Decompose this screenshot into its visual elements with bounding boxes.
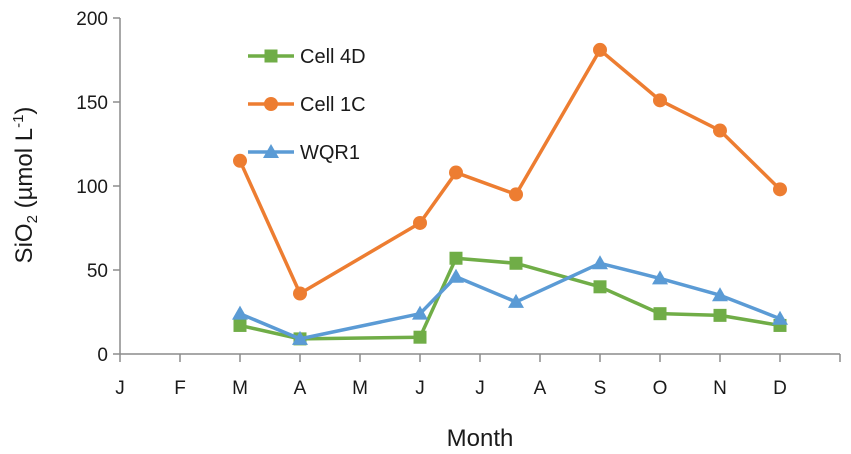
x-tick-label: A	[294, 378, 307, 399]
data-point	[772, 310, 788, 325]
x-tick-label: F	[174, 378, 186, 399]
data-point	[713, 308, 727, 322]
data-point	[293, 286, 307, 301]
data-point	[509, 256, 523, 270]
data-point	[592, 255, 608, 270]
legend-item: WQR1	[248, 142, 360, 164]
y-axis-ticks: 0 50 100 150 200	[76, 9, 120, 366]
data-point	[413, 330, 427, 344]
legend-swatch-marker	[264, 97, 278, 111]
x-tick-label: N	[713, 378, 727, 399]
y-axis-title-group: SiO2 (µmol L-1)	[10, 107, 41, 264]
data-point	[713, 123, 727, 138]
y-tick-label: 50	[87, 261, 108, 282]
legend-item: Cell 1C	[248, 94, 366, 116]
data-point	[509, 187, 523, 202]
y-tick-label: 200	[76, 9, 108, 30]
data-point	[232, 305, 248, 320]
data-point	[653, 307, 667, 321]
data-point	[652, 270, 668, 285]
x-tick-label: J	[115, 378, 125, 399]
y-axis-title-superscript: -1	[10, 115, 27, 128]
series-line	[239, 261, 781, 341]
series-wqr1	[232, 255, 788, 345]
y-axis-title: SiO2 (µmol L-1)	[10, 107, 41, 264]
data-point	[233, 318, 247, 332]
data-point	[233, 153, 247, 168]
data-point	[712, 287, 728, 302]
legend-label: WQR1	[300, 142, 360, 164]
legend: Cell 4D Cell 1C WQR1	[248, 46, 366, 164]
x-tick-label: M	[352, 378, 368, 399]
legend-swatch-marker	[263, 144, 279, 158]
data-point	[508, 293, 524, 308]
data-point	[449, 251, 463, 265]
x-tick-label: S	[594, 378, 607, 399]
x-tick-label: M	[232, 378, 248, 399]
data-point	[412, 305, 428, 320]
y-axis-title-close: )	[11, 107, 38, 115]
data-point	[449, 165, 463, 180]
y-tick-label: 100	[76, 177, 108, 198]
y-axis-title-main: SiO	[11, 223, 38, 263]
legend-item: Cell 4D	[248, 46, 366, 68]
series-cell-1c	[233, 42, 787, 301]
x-tick-label: O	[653, 378, 668, 399]
data-point	[773, 182, 787, 197]
x-tick-label: J	[475, 378, 485, 399]
data-point	[593, 280, 607, 294]
x-tick-label: D	[773, 378, 787, 399]
data-point	[593, 42, 607, 57]
data-point	[292, 330, 308, 345]
data-point	[653, 93, 667, 108]
x-tick-label: A	[534, 378, 547, 399]
x-tick-label: J	[415, 378, 425, 399]
y-tick-label: 150	[76, 93, 108, 114]
y-tick-label: 0	[97, 345, 108, 366]
legend-label: Cell 1C	[300, 94, 366, 116]
data-point	[448, 268, 464, 283]
legend-swatch-marker	[264, 49, 278, 63]
x-axis-title: Month	[447, 425, 514, 452]
series-group	[232, 42, 788, 346]
legend-label: Cell 4D	[300, 46, 366, 68]
data-point	[413, 215, 427, 230]
y-axis-title-subscript: 2	[24, 215, 41, 223]
y-axis-title-unit: (µmol L	[11, 128, 38, 215]
